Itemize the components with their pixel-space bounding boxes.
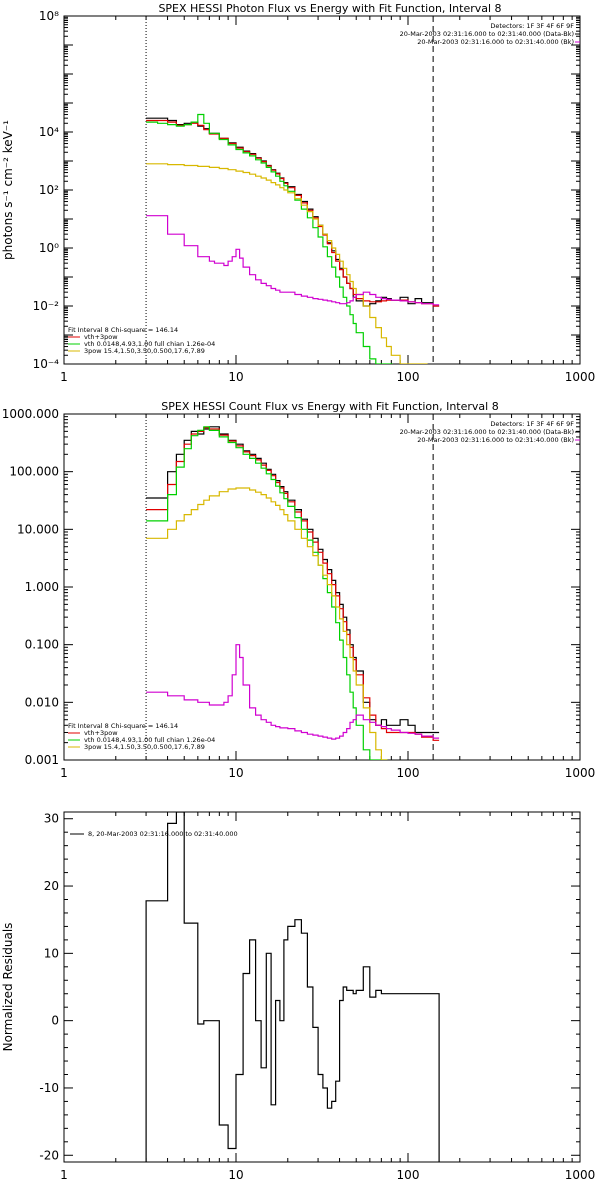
series-line-red — [146, 121, 439, 307]
plot-frame — [64, 812, 580, 1162]
y-tick-label: 10.000 — [17, 522, 59, 536]
legend-text: 3pow 15.4,1.50,3.50,0.500,17.6,7.89 — [84, 743, 205, 751]
header-text-line: 20-Mar-2003 02:31:16.000 to 02:31:40.000… — [417, 436, 574, 444]
header-text-line: Detectors: 1F 3F 4F 6F 9F — [490, 420, 574, 428]
y-tick-label: 20 — [44, 879, 59, 893]
header-text-line: 20-Mar-2003 02:31:16.000 to 02:31:40.000… — [400, 428, 574, 436]
x-tick-label: 1 — [60, 766, 68, 780]
x-tick-label: 10 — [228, 766, 243, 780]
chart-title: SPEX HESSI Photon Flux vs Energy with Fi… — [158, 2, 501, 15]
y-tick-label: 10⁻² — [33, 299, 60, 313]
plot-frame — [64, 16, 580, 364]
x-tick-label: 1 — [60, 370, 68, 384]
y-tick-label: 10⁻⁴ — [33, 357, 60, 371]
y-tick-label: 10² — [39, 183, 59, 197]
series-line-red — [146, 428, 439, 741]
series-group — [146, 812, 439, 1162]
series-line-black — [146, 118, 439, 306]
y-tick-label: 0.001 — [25, 753, 59, 767]
x-tick-label: 1000 — [565, 370, 596, 384]
header-text-line: 20-Mar-2003 02:31:16.000 to 02:31:40.000… — [400, 30, 574, 38]
y-tick-label: 10 — [44, 946, 59, 960]
y-axis-label: photons s⁻¹ cm⁻² keV⁻¹ — [1, 120, 15, 260]
y-tick-label: -10 — [39, 1081, 59, 1095]
x-tick-label: 100 — [397, 766, 420, 780]
y-tick-label: 1.000 — [25, 580, 59, 594]
x-tick-label: 1000 — [565, 1168, 596, 1182]
x-tick-label: 100 — [397, 370, 420, 384]
x-tick-label: 10 — [228, 1168, 243, 1182]
series-group — [146, 427, 439, 760]
y-axis-label: Normalized Residuals — [1, 923, 15, 1052]
y-tick-label: 0.100 — [25, 638, 59, 652]
y-tick-label: 100.000 — [9, 465, 59, 479]
y-tick-label: 0 — [51, 1014, 59, 1028]
y-tick-label: 10⁰ — [39, 241, 59, 255]
count-flux-chart: SPEX HESSI Count Flux vs Energy with Fit… — [2, 400, 596, 780]
chart-title: SPEX HESSI Count Flux vs Energy with Fit… — [161, 400, 498, 413]
header-text-line: Detectors: 1F 3F 4F 6F 9F — [490, 22, 574, 30]
x-tick-label: 100 — [397, 1168, 420, 1182]
series-line-green — [146, 115, 392, 365]
series-line-black — [146, 427, 439, 733]
photon-flux-chart: SPEX HESSI Photon Flux vs Energy with Fi… — [1, 2, 595, 384]
series-line-magenta — [146, 216, 439, 305]
y-tick-label: 30 — [44, 812, 59, 826]
y-tick-label: 10⁸ — [39, 9, 59, 23]
y-tick-label: 1000.000 — [2, 407, 59, 421]
legend-text: 3pow 15.4,1.50,3.50,0.500,17.6,7.89 — [84, 347, 205, 355]
y-tick-label: -20 — [39, 1148, 59, 1162]
plot-frame — [64, 414, 580, 760]
x-tick-label: 10 — [228, 370, 243, 384]
y-tick-label: 10⁴ — [39, 125, 59, 139]
x-tick-label: 1000 — [565, 766, 596, 780]
legend-text: 8, 20-Mar-2003 02:31:16.000 to 02:31:40.… — [88, 830, 238, 838]
series-line-yellow — [146, 164, 428, 364]
series-line-black — [146, 812, 439, 1162]
header-text-line: 20-Mar-2003 02:31:16.000 to 02:31:40.000… — [417, 38, 574, 46]
y-tick-label: 0.010 — [25, 695, 59, 709]
series-line-green — [146, 427, 387, 760]
x-tick-label: 1 — [60, 1168, 68, 1182]
residuals-chart: 1 10 100 1000 -20 -10 0 10 20 30 Normalized Residu… — [1, 812, 595, 1182]
series-group — [146, 115, 439, 365]
